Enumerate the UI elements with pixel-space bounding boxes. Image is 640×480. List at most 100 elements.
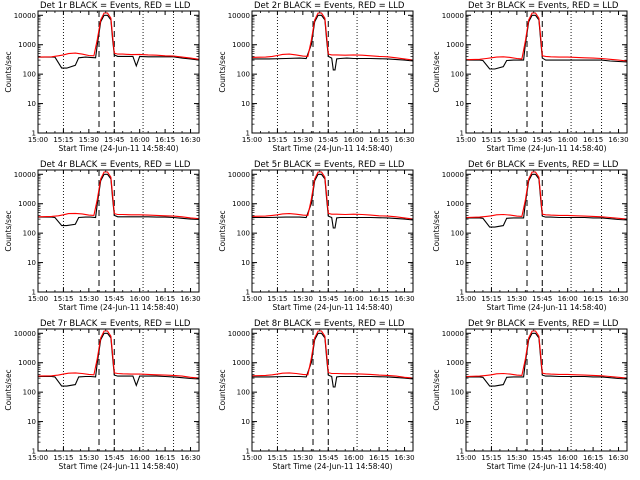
y-axis-label: Counts/sec <box>218 369 227 410</box>
detector-plot-1: Det 1r BLACK = Events, RED = LLD 15:00 15:… <box>4 1 201 153</box>
x-tick-label: 15:15 <box>481 454 501 462</box>
y-tick-label: 10 <box>27 259 36 267</box>
x-tick-label: 15:15 <box>267 295 287 303</box>
y-axis-label: Counts/sec <box>4 369 13 410</box>
plot-frame <box>37 169 200 293</box>
x-tick-label: 15:00 <box>242 454 262 462</box>
detector-plot-9: Det 9r BLACK = Events, RED = LLD 15:00 15:… <box>432 319 629 471</box>
x-tick-label: 15:45 <box>318 454 338 462</box>
y-tick-label: 100 <box>23 389 36 397</box>
x-tick-label: 15:00 <box>28 295 48 303</box>
detector-plot-5: Det 5r BLACK = Events, RED = LLD 15:00 15:… <box>218 160 415 312</box>
y-tick-label: 1 <box>32 448 36 456</box>
x-tick-label: 16:30 <box>394 454 414 462</box>
x-axis-label: Start Time (24-Jun-11 14:58:40) <box>273 303 393 312</box>
series-events-line <box>466 332 627 387</box>
x-tick-label: 16:15 <box>583 295 603 303</box>
plot-frame <box>465 328 628 452</box>
y-tick-label: 10000 <box>442 171 464 179</box>
y-tick-label: 1000 <box>446 359 464 367</box>
x-tick-label: 16:15 <box>155 295 175 303</box>
y-tick-label: 1000 <box>446 41 464 49</box>
series-events-line <box>38 14 199 69</box>
x-tick-label: 15:30 <box>293 136 313 144</box>
series-lld-line <box>252 12 413 61</box>
x-tick-label: 16:30 <box>180 136 200 144</box>
x-tick-label: 15:00 <box>456 454 476 462</box>
x-tick-label: 15:45 <box>104 136 124 144</box>
x-axis-label: Start Time (24-Jun-11 14:58:40) <box>273 462 393 471</box>
series-events-line <box>252 332 413 388</box>
x-tick-label: 16:15 <box>583 136 603 144</box>
x-tick-label: 15:00 <box>456 295 476 303</box>
y-axis-label: Counts/sec <box>4 51 13 92</box>
series-lld-line <box>466 171 627 220</box>
x-axis-label: Start Time (24-Jun-11 14:58:40) <box>487 144 607 153</box>
y-tick-label: 100 <box>23 71 36 79</box>
y-tick-label: 1 <box>246 130 250 138</box>
plot-frame <box>37 328 200 452</box>
x-tick-label: 16:30 <box>180 295 200 303</box>
y-tick-label: 10000 <box>228 12 250 20</box>
y-tick-label: 100 <box>237 230 250 238</box>
plot-series <box>38 171 199 227</box>
plot-frame <box>251 169 414 293</box>
y-tick-label: 1 <box>32 130 36 138</box>
y-tick-label: 100 <box>237 389 250 397</box>
y-axis-label: Counts/sec <box>4 210 13 251</box>
y-tick-label: 10 <box>27 100 36 108</box>
y-tick-label: 10000 <box>442 330 464 338</box>
detector-plot-6: Det 6r BLACK = Events, RED = LLD 15:00 15:… <box>432 160 629 312</box>
plot-series <box>252 330 413 388</box>
series-lld-line <box>38 12 199 60</box>
y-tick-label: 10 <box>241 100 250 108</box>
x-tick-label: 15:45 <box>104 295 124 303</box>
plot-series <box>252 12 413 71</box>
x-tick-label: 16:15 <box>369 136 389 144</box>
x-tick-label: 15:30 <box>507 295 527 303</box>
y-tick-label: 10000 <box>228 330 250 338</box>
y-tick-label: 10 <box>27 418 36 426</box>
y-tick-label: 1 <box>460 289 464 297</box>
y-tick-label: 100 <box>23 230 36 238</box>
y-tick-label: 1000 <box>232 359 250 367</box>
x-tick-label: 15:15 <box>53 295 73 303</box>
series-events-line <box>466 173 627 228</box>
y-axis-label: Counts/sec <box>218 210 227 251</box>
y-tick-label: 10000 <box>14 171 36 179</box>
y-tick-label: 1000 <box>18 200 36 208</box>
plot-series <box>252 171 413 229</box>
x-tick-label: 16:30 <box>394 136 414 144</box>
x-tick-label: 15:00 <box>28 454 48 462</box>
x-axis-label: Start Time (24-Jun-11 14:58:40) <box>59 303 179 312</box>
x-tick-label: 16:00 <box>130 136 150 144</box>
detector-plot-2: Det 2r BLACK = Events, RED = LLD 15:00 15:… <box>218 1 415 153</box>
x-tick-label: 16:15 <box>583 454 603 462</box>
x-tick-label: 15:45 <box>532 295 552 303</box>
detector-plot-7: Det 7r BLACK = Events, RED = LLD 15:00 15:… <box>4 319 201 471</box>
y-tick-label: 1 <box>246 448 250 456</box>
plot-series <box>466 171 627 228</box>
x-tick-label: 15:15 <box>53 136 73 144</box>
plot-title: Det 7r BLACK = Events, RED = LLD <box>40 319 191 329</box>
y-tick-label: 1 <box>460 130 464 138</box>
plot-title: Det 1r BLACK = Events, RED = LLD <box>40 1 191 11</box>
x-tick-label: 15:45 <box>318 136 338 144</box>
x-tick-label: 15:30 <box>293 295 313 303</box>
x-axis-label: Start Time (24-Jun-11 14:58:40) <box>487 303 607 312</box>
x-tick-label: 16:30 <box>394 295 414 303</box>
x-tick-label: 16:00 <box>344 136 364 144</box>
x-tick-label: 15:15 <box>53 454 73 462</box>
x-tick-label: 15:45 <box>532 136 552 144</box>
series-events-line <box>38 332 199 388</box>
plot-frame <box>465 10 628 134</box>
y-tick-label: 100 <box>451 230 464 238</box>
x-tick-label: 16:15 <box>369 295 389 303</box>
plot-series <box>466 12 627 70</box>
x-tick-label: 16:00 <box>558 454 578 462</box>
x-tick-label: 15:00 <box>28 136 48 144</box>
x-tick-label: 16:00 <box>130 295 150 303</box>
x-axis-label: Start Time (24-Jun-11 14:58:40) <box>59 462 179 471</box>
x-tick-label: 16:15 <box>155 454 175 462</box>
